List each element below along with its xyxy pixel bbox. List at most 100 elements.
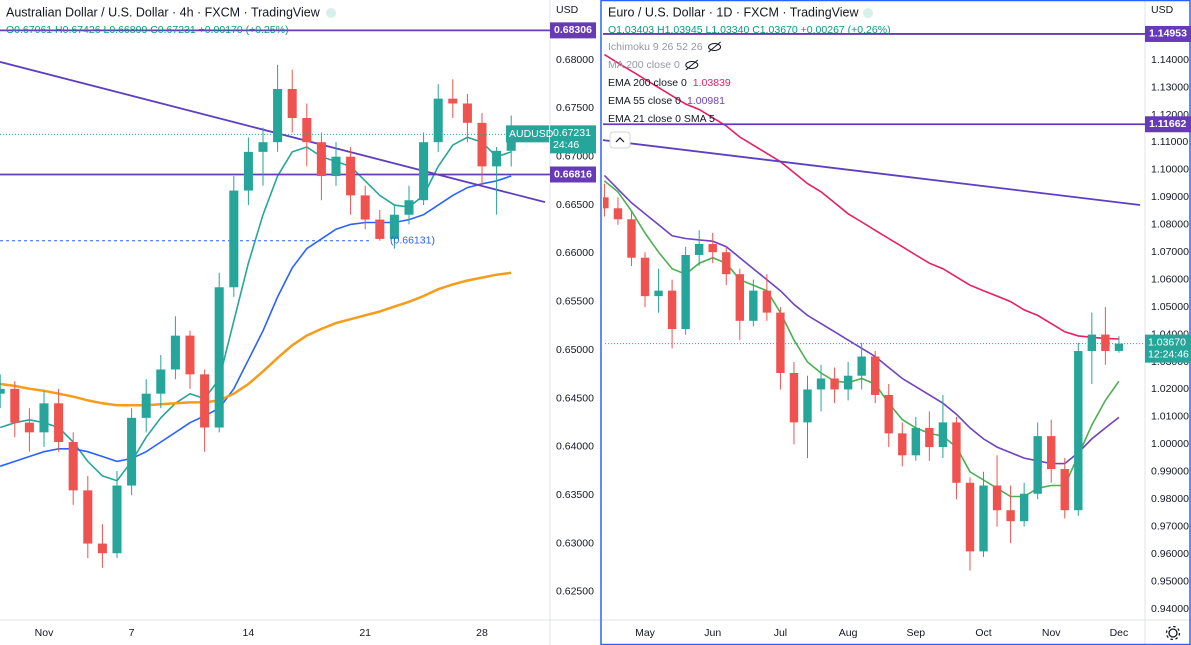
candle-body (229, 190, 239, 288)
price-line-label-bg (1145, 116, 1191, 133)
x-tick-label: Sep (906, 627, 925, 639)
candle-body (83, 490, 93, 544)
price-line-label: 0.68306 (554, 24, 592, 36)
candle-body (54, 403, 64, 443)
candle-body (992, 485, 1002, 511)
candle-body (640, 257, 650, 297)
candle-body (419, 142, 429, 201)
candle-body (613, 208, 623, 220)
candle-body (938, 422, 948, 448)
y-tick-label: 0.99000 (1151, 466, 1189, 478)
moving-average (0, 271, 512, 407)
axis-currency: USD (556, 4, 579, 16)
plot (603, 33, 1145, 571)
y-tick-label: 0.64000 (556, 441, 594, 453)
candle-body (1019, 493, 1029, 522)
y-tick-label: 1.07000 (1151, 246, 1189, 258)
indicator-legend: EMA 55 close 0 (608, 95, 681, 107)
y-tick-label: 0.63000 (556, 537, 594, 549)
settings-icon[interactable] (1165, 625, 1181, 641)
candle-body (1047, 436, 1056, 470)
x-tick-label: 7 (129, 627, 135, 639)
candle-body (803, 389, 812, 423)
hidden-icon (708, 43, 722, 51)
candle-body (375, 219, 385, 239)
candle-body (258, 142, 268, 152)
market-status-dot (863, 8, 873, 18)
candle-body (816, 378, 826, 390)
candle-body (0, 388, 5, 394)
candle-body (898, 433, 907, 456)
trendline (0, 61, 546, 204)
x-tick-label: 14 (243, 627, 255, 639)
candle-body (170, 335, 180, 370)
indicator-value: 1.03839 (693, 77, 731, 89)
y-tick-label: 0.65000 (556, 344, 594, 356)
low-marker-label: (0.66131) (390, 235, 435, 247)
candle-body (141, 393, 151, 418)
x-tick-label: Jul (774, 627, 787, 639)
candle-body (884, 394, 893, 434)
candle-body (952, 422, 961, 483)
candle-body (857, 356, 866, 376)
candle-body (1074, 351, 1083, 511)
price-line-label-bg (1145, 25, 1191, 42)
candle-body (789, 372, 799, 423)
overlay: USD 0.62500 0.63000 0.63500 0.64000 0.64500 0.… (6, 4, 1191, 639)
y-tick-label: 0.95000 (1151, 575, 1189, 587)
x-tick-label: Nov (35, 627, 54, 639)
y-tick-label: 0.64500 (556, 392, 594, 404)
candle-body (185, 335, 195, 375)
candle-body (433, 98, 443, 143)
candle-body (10, 388, 20, 423)
x-tick-label: Oct (975, 627, 991, 639)
y-tick-label: 1.13000 (1151, 81, 1189, 93)
y-tick-label: 0.98000 (1151, 493, 1189, 505)
y-tick-label: 0.94000 (1151, 603, 1189, 615)
y-tick-label: 0.63500 (556, 489, 594, 501)
last-price-label: 0.67231 (553, 127, 591, 139)
candle-body (925, 427, 934, 448)
y-tick-label: 0.67500 (556, 102, 594, 114)
y-tick-label: 0.67000 (556, 150, 594, 162)
indicator-value: 1.00981 (687, 95, 725, 107)
x-tick-label: May (635, 627, 656, 639)
candle-body (39, 403, 49, 433)
moving-average (603, 53, 1119, 340)
candle-body (1033, 436, 1042, 494)
candle-body (200, 374, 210, 428)
chart-title: Euro / U.S. Dollar · 1D · FXCM · Trading… (608, 5, 860, 19)
last-price-label-bg (1145, 334, 1191, 363)
candle-body (735, 274, 744, 321)
candle-body (694, 243, 704, 255)
y-tick-label: 1.14000 (1151, 54, 1189, 66)
candle-body (1114, 343, 1124, 351)
hidden-icon (685, 59, 699, 71)
candle-body (1060, 469, 1069, 511)
x-tick-label: Jun (704, 627, 721, 639)
price-line-label: 0.66816 (554, 168, 592, 180)
y-tick-label: 1.08000 (1151, 219, 1189, 231)
collapse-button[interactable] (609, 131, 631, 149)
candle-body (156, 369, 166, 394)
candle-body (667, 290, 677, 330)
candle-body (1087, 334, 1097, 352)
indicator-legend: EMA 21 close 0 SMA 5 (608, 113, 715, 125)
candle-body (389, 214, 399, 239)
y-tick-label: 1.06000 (1151, 273, 1189, 285)
y-tick-label: 1.00000 (1151, 438, 1189, 450)
candle-body (603, 197, 609, 209)
y-tick-label: 1.05000 (1151, 301, 1189, 313)
candle-body (749, 290, 758, 321)
x-tick-label: 21 (359, 627, 371, 639)
plot (0, 29, 550, 568)
chart-title: Australian Dollar / U.S. Dollar · 4h · F… (6, 5, 321, 19)
last-price-label: 1.03670 (1148, 336, 1186, 348)
countdown-label: 24:46 (553, 139, 579, 151)
candle-body (462, 103, 472, 123)
y-tick-label: 0.68000 (556, 54, 594, 66)
y-tick-label: 1.02000 (1151, 383, 1189, 395)
x-tick-label: Nov (1042, 627, 1061, 639)
candle-body (627, 219, 636, 258)
